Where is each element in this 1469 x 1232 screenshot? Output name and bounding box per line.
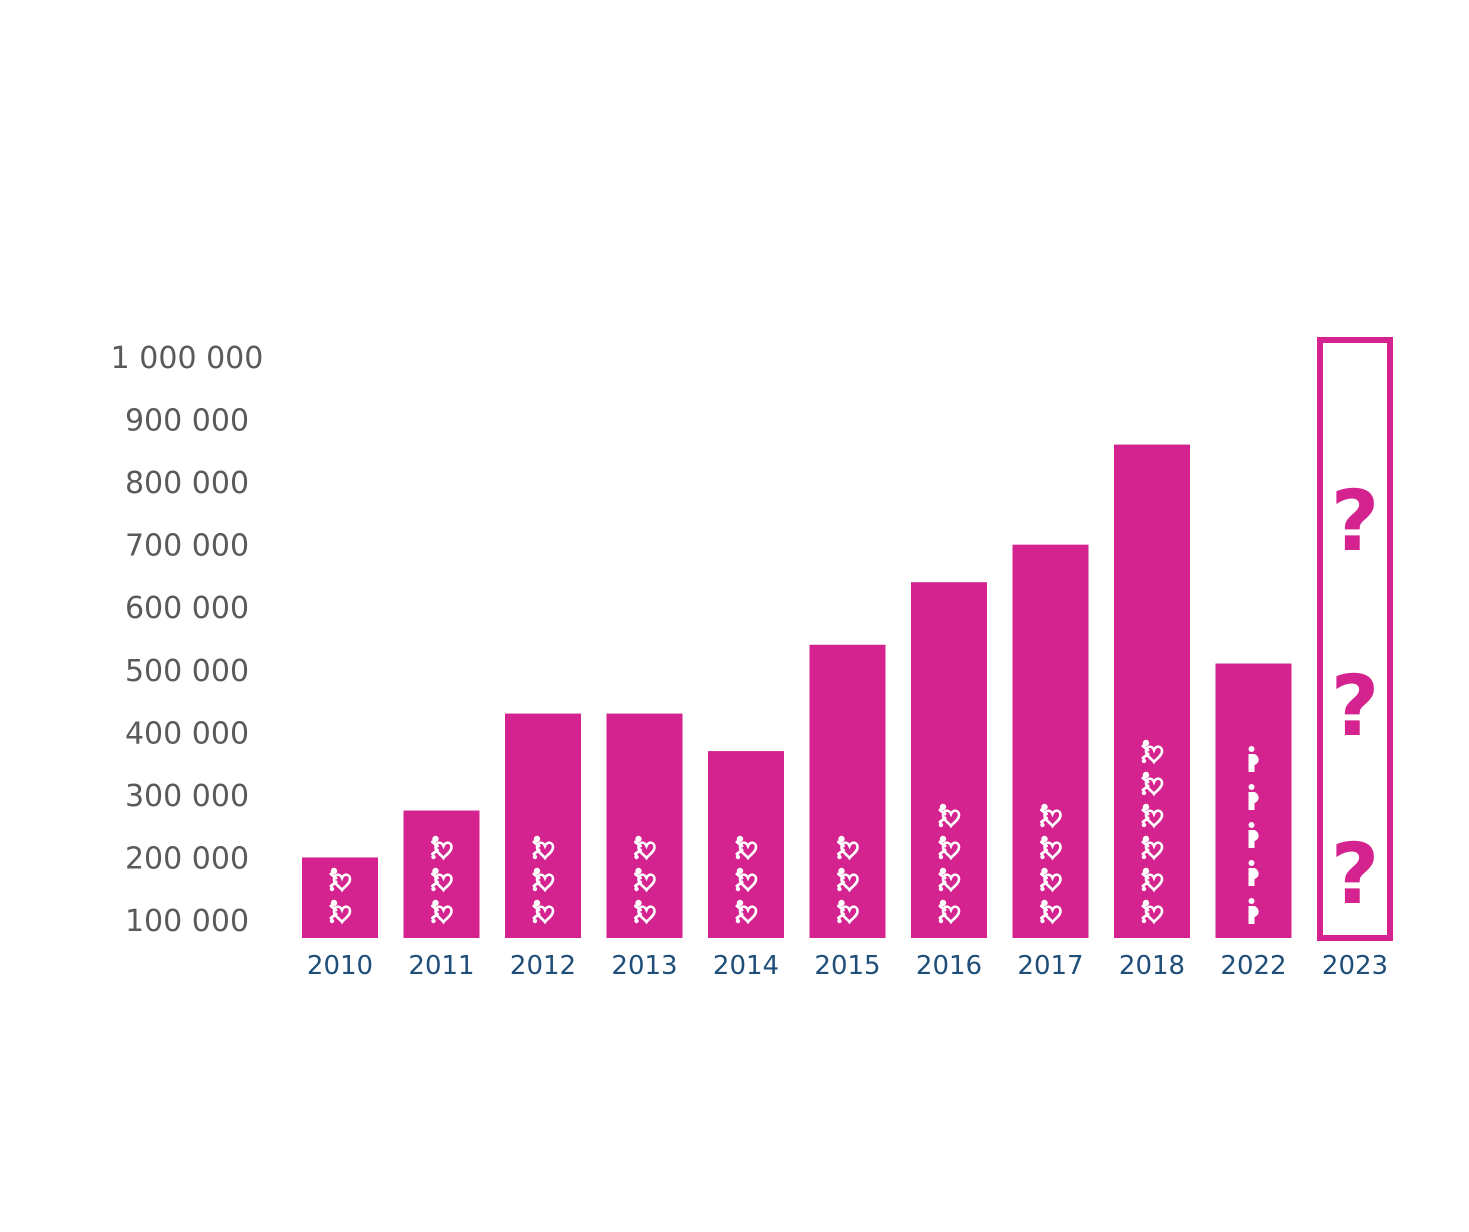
- y-tick-label: 1 000 000: [111, 341, 264, 376]
- x-tick-label: 2013: [611, 951, 677, 981]
- bar: [1012, 544, 1089, 938]
- y-tick-label: 600 000: [125, 591, 249, 626]
- child-heart-icon: [1141, 835, 1164, 861]
- child-heart-icon: [735, 867, 758, 893]
- child-heart-icon: [431, 899, 453, 925]
- child-heart-icon: [532, 899, 555, 925]
- x-tick-label: 2022: [1220, 951, 1286, 981]
- bar-group: [302, 857, 378, 938]
- question-mark: ?: [1331, 472, 1380, 570]
- x-tick-label: 2011: [408, 951, 474, 981]
- pregnant-woman-icon: [1248, 784, 1259, 810]
- child-heart-icon: [1040, 803, 1062, 829]
- child-heart-icon: [431, 835, 453, 861]
- pregnant-woman-icon: [1248, 898, 1259, 924]
- y-tick-label: 900 000: [125, 404, 249, 439]
- child-heart-icon: [938, 835, 961, 861]
- child-heart-icon: [837, 835, 859, 861]
- child-heart-icon: [1141, 739, 1164, 765]
- bar-group: [708, 751, 784, 938]
- bar-group: [1114, 444, 1190, 938]
- child-heart-icon: [431, 867, 453, 893]
- y-tick-label: 100 000: [125, 904, 249, 939]
- child-heart-icon: [837, 899, 859, 925]
- child-heart-icon: [634, 835, 656, 861]
- bar-group: [403, 810, 480, 938]
- bar-group: [809, 644, 886, 938]
- y-tick-label: 800 000: [125, 466, 249, 501]
- question-mark: ?: [1331, 825, 1380, 923]
- y-tick-label: 700 000: [125, 529, 249, 564]
- child-heart-icon: [634, 867, 656, 893]
- bar-unknown: [1317, 337, 1393, 941]
- bar-group: [606, 713, 683, 938]
- child-heart-icon: [1141, 867, 1164, 893]
- child-heart-icon: [634, 899, 656, 925]
- y-tick-label: 200 000: [125, 841, 249, 876]
- bar-group: [1215, 663, 1292, 938]
- child-heart-icon: [735, 899, 758, 925]
- child-heart-icon: [837, 867, 859, 893]
- child-heart-icon: [1040, 835, 1062, 861]
- bar-group: [911, 582, 987, 938]
- child-heart-icon: [938, 899, 961, 925]
- pregnant-woman-icon: [1248, 860, 1259, 886]
- bar: [809, 644, 886, 938]
- child-heart-icon: [1141, 803, 1164, 829]
- bars: ???: [302, 337, 1393, 941]
- bar: [505, 713, 581, 938]
- bar-group: [1012, 544, 1089, 938]
- child-heart-icon: [1040, 899, 1062, 925]
- question-mark: ?: [1331, 657, 1380, 755]
- child-heart-icon: [735, 835, 758, 861]
- x-tick-label: 2010: [307, 951, 373, 981]
- x-tick-label: 2014: [713, 951, 779, 981]
- child-heart-icon: [938, 867, 961, 893]
- x-tick-label: 2012: [510, 951, 576, 981]
- child-heart-icon: [532, 835, 555, 861]
- y-tick-label: 400 000: [125, 716, 249, 751]
- x-tick-label: 2015: [814, 951, 880, 981]
- child-heart-icon: [532, 867, 555, 893]
- y-tick-label: 500 000: [125, 654, 249, 689]
- x-tick-label: 2017: [1017, 951, 1083, 981]
- x-axis: 2010 2011 2012 2013 2014 2015 2016 2017 2018 2022…: [307, 951, 1388, 981]
- child-heart-icon: [938, 803, 961, 829]
- child-heart-icon: [329, 867, 352, 893]
- y-tick-label: 300 000: [125, 779, 249, 814]
- child-heart-icon: [1141, 771, 1164, 797]
- bar: [1114, 444, 1190, 938]
- pregnant-woman-icon: [1248, 822, 1259, 848]
- child-heart-icon: [1141, 899, 1164, 925]
- bar: [302, 857, 378, 938]
- x-tick-label: 2018: [1119, 951, 1185, 981]
- y-axis: 100 000 200 000 300 000 400 000 500 000 600 0…: [111, 341, 264, 939]
- bar-group: [505, 713, 581, 938]
- bar: [606, 713, 683, 938]
- bar-group: ???: [1317, 337, 1393, 941]
- child-heart-icon: [329, 899, 352, 925]
- pregnant-woman-icon: [1248, 746, 1259, 772]
- bar: [911, 582, 987, 938]
- child-heart-icon: [1040, 867, 1062, 893]
- x-tick-label: 2016: [916, 951, 982, 981]
- x-tick-label: 2023: [1322, 951, 1388, 981]
